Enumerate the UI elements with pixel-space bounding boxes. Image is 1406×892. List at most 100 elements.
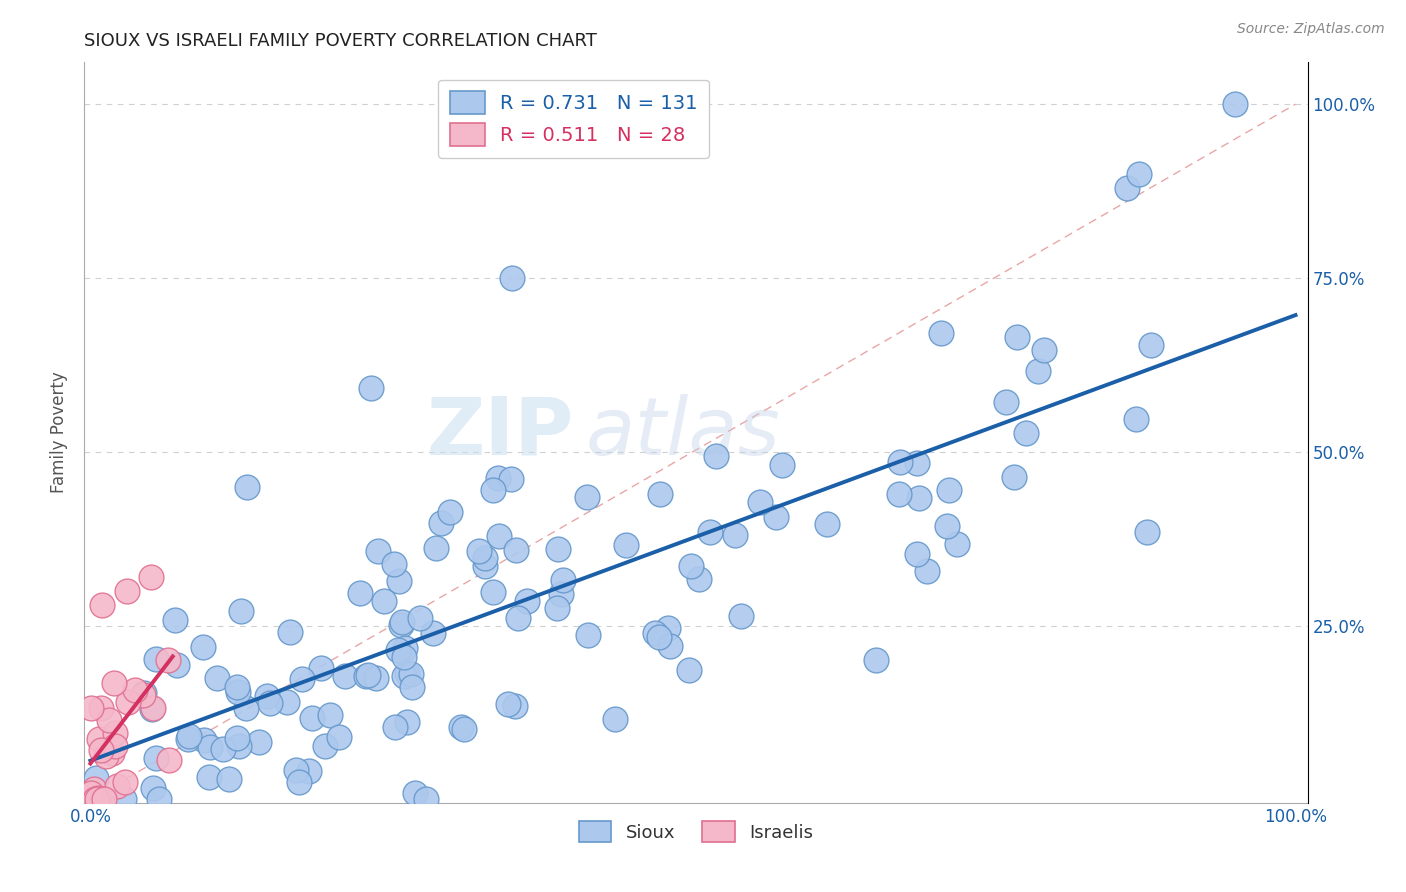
Point xyxy=(198,739,221,754)
Point xyxy=(770,458,793,473)
Point xyxy=(453,722,475,736)
Text: ZIP: ZIP xyxy=(426,393,574,472)
Point xyxy=(396,665,419,680)
Point xyxy=(547,542,569,557)
Point xyxy=(908,491,931,506)
Point xyxy=(226,731,249,745)
Point xyxy=(284,763,307,777)
Point xyxy=(688,572,710,586)
Point xyxy=(79,786,101,800)
Point xyxy=(145,751,167,765)
Point xyxy=(724,528,747,542)
Point xyxy=(236,480,259,494)
Point xyxy=(91,598,114,612)
Point xyxy=(301,711,323,725)
Point xyxy=(730,609,752,624)
Point xyxy=(946,537,969,551)
Point xyxy=(349,586,371,600)
Point xyxy=(193,732,215,747)
Point xyxy=(357,667,380,681)
Point xyxy=(550,587,572,601)
Point xyxy=(104,739,127,753)
Point xyxy=(163,613,186,627)
Point xyxy=(450,720,472,734)
Point xyxy=(391,615,413,629)
Point xyxy=(1015,425,1038,440)
Point xyxy=(235,701,257,715)
Point xyxy=(86,792,108,806)
Point xyxy=(614,538,637,552)
Legend: Sioux, Israelis: Sioux, Israelis xyxy=(571,814,821,849)
Point xyxy=(1125,412,1147,426)
Point xyxy=(1115,180,1137,194)
Point xyxy=(929,326,952,340)
Point xyxy=(218,772,240,787)
Point xyxy=(468,544,491,558)
Point xyxy=(90,701,112,715)
Point xyxy=(905,456,928,470)
Point xyxy=(112,792,135,806)
Point xyxy=(134,686,156,700)
Text: SIOUX VS ISRAELI FAMILY POVERTY CORRELATION CHART: SIOUX VS ISRAELI FAMILY POVERTY CORRELAT… xyxy=(84,32,598,50)
Point xyxy=(90,743,112,757)
Point xyxy=(84,792,107,806)
Point xyxy=(319,708,342,723)
Point xyxy=(748,495,770,509)
Point xyxy=(117,695,139,709)
Point xyxy=(546,601,568,615)
Point xyxy=(198,770,221,784)
Point xyxy=(1002,469,1025,483)
Point xyxy=(422,626,444,640)
Point xyxy=(388,574,411,588)
Point xyxy=(83,782,105,797)
Point xyxy=(276,695,298,709)
Point xyxy=(396,714,419,729)
Point xyxy=(576,627,599,641)
Point xyxy=(389,618,412,632)
Point xyxy=(373,594,395,608)
Point xyxy=(1140,338,1163,352)
Y-axis label: Family Poverty: Family Poverty xyxy=(51,372,69,493)
Point xyxy=(815,517,838,532)
Point xyxy=(207,671,229,685)
Point xyxy=(503,698,526,713)
Point xyxy=(256,689,278,703)
Point xyxy=(482,584,505,599)
Point xyxy=(704,449,727,463)
Point xyxy=(657,621,679,635)
Point xyxy=(247,735,270,749)
Point xyxy=(889,487,911,501)
Point xyxy=(404,786,426,800)
Point xyxy=(177,731,200,746)
Point xyxy=(648,630,671,644)
Point xyxy=(114,775,136,789)
Point xyxy=(430,516,453,531)
Point xyxy=(157,753,180,767)
Point xyxy=(367,544,389,558)
Point xyxy=(93,792,115,806)
Point xyxy=(394,640,416,655)
Point xyxy=(333,669,356,683)
Point xyxy=(87,790,110,805)
Point xyxy=(508,611,530,625)
Point xyxy=(915,564,938,578)
Point xyxy=(474,559,496,574)
Point xyxy=(488,529,510,543)
Point xyxy=(364,671,387,685)
Point xyxy=(259,696,281,710)
Point xyxy=(156,653,179,667)
Point xyxy=(314,739,336,753)
Point xyxy=(139,570,162,584)
Point xyxy=(644,626,666,640)
Point xyxy=(97,713,120,727)
Point xyxy=(938,483,960,498)
Point xyxy=(650,486,672,500)
Point xyxy=(1007,330,1029,344)
Point xyxy=(394,669,416,683)
Point xyxy=(354,669,377,683)
Point xyxy=(226,685,249,699)
Point xyxy=(80,700,103,714)
Point xyxy=(474,551,496,566)
Point xyxy=(936,518,959,533)
Point xyxy=(516,594,538,608)
